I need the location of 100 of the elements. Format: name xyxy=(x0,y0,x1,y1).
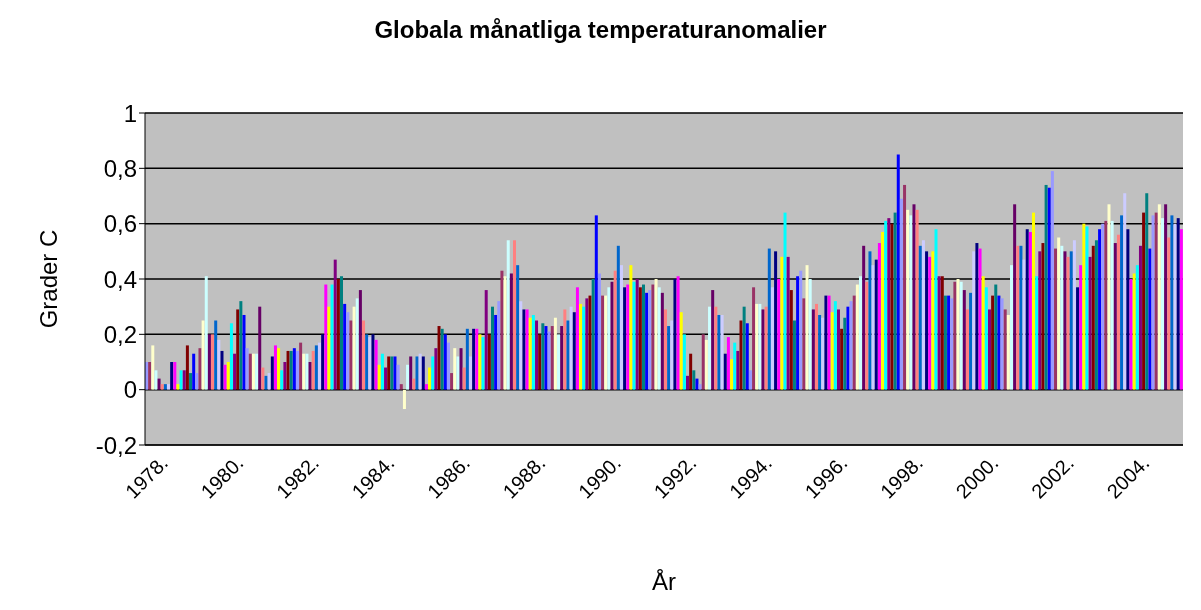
bar xyxy=(1006,314,1010,390)
bar xyxy=(204,276,208,390)
bar xyxy=(1173,223,1177,390)
bar xyxy=(1113,243,1117,390)
bar xyxy=(258,306,262,390)
bar xyxy=(613,270,617,390)
bar xyxy=(629,265,633,390)
bar xyxy=(349,320,353,390)
bar xyxy=(569,306,573,390)
bar xyxy=(1060,245,1064,390)
bar xyxy=(664,309,667,390)
bar xyxy=(327,306,331,390)
bar xyxy=(909,215,913,390)
bar xyxy=(695,378,699,390)
bar xyxy=(701,334,705,390)
bar xyxy=(670,320,674,390)
bar xyxy=(991,295,995,390)
bar xyxy=(535,320,539,390)
bar xyxy=(972,251,976,390)
bar xyxy=(736,350,740,390)
y-tick-label: 0 xyxy=(123,376,137,404)
bar xyxy=(176,384,180,390)
bar xyxy=(167,384,171,390)
bar xyxy=(299,342,303,390)
bar xyxy=(1038,251,1042,390)
bar xyxy=(324,284,328,390)
bar xyxy=(1098,229,1102,390)
bar xyxy=(965,309,969,390)
bar xyxy=(318,342,321,390)
bar xyxy=(899,198,903,390)
bar xyxy=(333,259,337,390)
bar xyxy=(151,345,155,390)
bar xyxy=(456,356,460,390)
bar xyxy=(943,295,947,390)
bar xyxy=(975,243,979,390)
bar xyxy=(431,356,435,390)
bar xyxy=(814,303,818,390)
bar xyxy=(726,337,730,390)
bar xyxy=(513,240,517,390)
bar xyxy=(874,259,878,390)
bar xyxy=(277,348,281,390)
bar xyxy=(752,287,756,390)
bar xyxy=(575,287,579,390)
bar xyxy=(619,265,623,390)
bar xyxy=(340,276,344,390)
bar xyxy=(1129,279,1133,390)
bar xyxy=(638,287,642,390)
bar xyxy=(563,309,567,390)
bar xyxy=(711,290,715,390)
bar xyxy=(865,281,869,390)
bar xyxy=(830,312,834,390)
bar xyxy=(1167,237,1171,390)
bar xyxy=(903,184,907,390)
bar xyxy=(1088,256,1092,390)
bar xyxy=(343,303,347,390)
bar xyxy=(1148,248,1152,390)
bar xyxy=(1076,287,1080,390)
bar xyxy=(868,251,872,390)
bar xyxy=(1132,273,1136,390)
y-tick-label: 0,2 xyxy=(103,320,137,348)
bar xyxy=(428,367,432,390)
bar xyxy=(1022,259,1026,390)
bar xyxy=(1176,218,1180,390)
bar xyxy=(1072,240,1076,390)
y-tick-label: 0,8 xyxy=(103,154,137,182)
bar xyxy=(220,350,224,390)
bar xyxy=(708,306,712,390)
bar xyxy=(321,334,325,390)
bar xyxy=(261,367,265,390)
bar xyxy=(962,290,966,390)
bar xyxy=(459,348,463,390)
bar xyxy=(896,154,900,390)
bar xyxy=(239,301,243,390)
bar xyxy=(745,323,749,390)
bar xyxy=(217,339,221,390)
bar xyxy=(1091,245,1095,390)
bar xyxy=(557,334,561,390)
bar xyxy=(487,334,491,390)
bar xyxy=(195,373,199,390)
bar xyxy=(148,362,152,390)
chart-title: Globala månatliga temperaturanomalier xyxy=(373,16,828,44)
bar xyxy=(877,243,881,390)
bar xyxy=(594,215,598,390)
bar xyxy=(833,301,837,390)
bar xyxy=(654,279,658,390)
bar xyxy=(852,295,856,390)
bar xyxy=(453,348,457,390)
bar xyxy=(233,353,237,390)
bar xyxy=(446,342,450,390)
bar xyxy=(610,281,614,390)
bar xyxy=(802,298,806,390)
bar xyxy=(1164,204,1168,390)
bar xyxy=(560,326,564,390)
bar xyxy=(1135,265,1139,390)
bar xyxy=(890,223,894,390)
bar xyxy=(837,309,840,390)
bar xyxy=(270,356,274,390)
bar xyxy=(1063,251,1067,390)
bar xyxy=(682,334,686,390)
bar xyxy=(516,265,520,390)
